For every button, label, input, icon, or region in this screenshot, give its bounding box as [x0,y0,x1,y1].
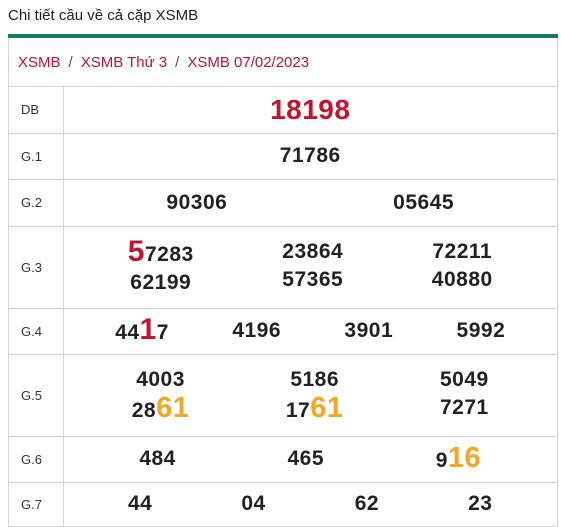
prize-number: 71786 [279,144,341,167]
prize-label: DB [9,87,64,134]
prize-label: G.7 [9,482,64,527]
prize-number: 5186 [290,367,340,391]
highlighted-pair: 16 [447,441,482,474]
prize-label: G.5 [9,354,64,437]
prize-label: G.6 [9,436,64,483]
highlighted-pair: 61 [310,391,344,424]
page-title: Chi tiết cầu về cả cặp XSMB [8,7,199,24]
table-row: DB 18198 [9,87,557,134]
table-row: G.5 4003 2861 5186 1761 5049 7271 [9,354,557,437]
highlighted-digit: 5 [127,234,145,268]
prize-number: 5992 [456,319,506,342]
table-row: G.4 4417 4196 3901 5992 [9,308,557,355]
prize-number: 62 [354,492,380,515]
prize-number: 57283 [127,234,194,268]
breadcrumb-separator: / [175,53,180,71]
highlighted-pair: 61 [156,391,190,424]
results-panel: XSMB / XSMB Thứ 3 / XSMB 07/02/2023 DB 1… [8,38,558,527]
breadcrumb-xsmb[interactable]: XSMB [18,53,61,71]
breadcrumb-separator: / [68,53,73,71]
prize-number: 4417 [115,312,169,346]
highlighted-digit: 1 [139,312,157,346]
special-prize-number: 18198 [270,93,351,125]
table-row: G.7 44 04 62 23 [9,482,557,527]
prize-number: 4196 [232,319,282,342]
prize-number: 5049 [440,367,489,391]
prize-label: G.3 [9,226,64,309]
prize-number: 57365 [282,267,344,291]
prize-number: 3901 [344,319,394,342]
prize-number: 04 [241,492,266,515]
prize-number: 23864 [282,239,344,263]
results-table: DB 18198 G.1 71786 G.2 90306 05645 G.3 [9,87,557,527]
table-row: G.6 484 465 916 [9,436,557,483]
prize-number: 1761 [285,391,344,424]
breadcrumb-xsmb-weekday[interactable]: XSMB Thứ 3 [80,53,168,71]
breadcrumb: XSMB / XSMB Thứ 3 / XSMB 07/02/2023 [9,38,557,87]
prize-number: 05645 [393,190,455,214]
prize-number: 72211 [432,239,493,263]
prize-label: G.1 [9,133,64,180]
table-row: G.2 90306 05645 [9,179,557,227]
prize-number: 4003 [136,367,185,391]
prize-number: 484 [139,447,176,470]
prize-number: 2861 [131,391,190,424]
prize-number: 7271 [440,395,489,419]
accent-divider [8,34,558,38]
prize-number: 44 [128,492,153,515]
breadcrumb-xsmb-date[interactable]: XSMB 07/02/2023 [187,53,310,71]
prize-number: 465 [287,447,325,470]
table-row: G.3 57283 62199 23864 57365 72211 40880 [9,226,557,309]
prize-number: 40880 [431,267,493,291]
prize-label: G.2 [9,179,64,227]
prize-number: 916 [435,441,482,474]
prize-number: 62199 [130,270,192,294]
prize-label: G.4 [9,308,64,355]
prize-number: 23 [468,492,493,515]
prize-number: 90306 [166,190,228,214]
table-row: G.1 71786 [9,133,557,180]
